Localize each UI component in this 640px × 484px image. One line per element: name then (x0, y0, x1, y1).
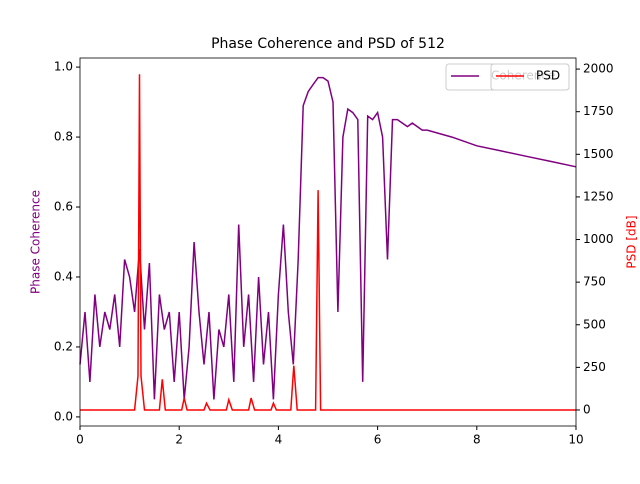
y2-tick-label: 0 (583, 402, 591, 416)
y-axis-label: Phase Coherence (29, 190, 43, 294)
legend-box (490, 63, 570, 91)
y2-tick-label: 750 (583, 275, 606, 289)
x-tick-label: 6 (374, 433, 382, 447)
axes-frame (79, 57, 577, 427)
y-tick-label: 0.6 (54, 200, 73, 214)
y2-tick-label: 1500 (583, 147, 614, 161)
y-tick-label: 0.8 (54, 130, 73, 144)
y2-axis-label: PSD [dB] (625, 215, 639, 268)
x-tick-label: 0 (76, 433, 84, 447)
line (79, 76, 577, 400)
y2-tick-label: 1750 (583, 104, 614, 118)
x-tick-label: 2 (175, 433, 183, 447)
y2-tick-label: 2000 (583, 62, 614, 76)
y2-tick-label: 500 (583, 317, 606, 331)
legend-label: PSD (536, 69, 560, 83)
x-tick-label: 10 (568, 433, 583, 447)
y-tick-label: 0.2 (54, 339, 73, 353)
y2-tick-label: 1000 (583, 232, 614, 246)
y-tick-label: 1.0 (54, 60, 73, 74)
y-tick-label: 0.4 (54, 269, 73, 283)
x-tick-label: 8 (473, 433, 481, 447)
y-tick-label: 0.0 (54, 409, 73, 423)
chart-title: Phase Coherence and PSD of 512 (211, 36, 445, 52)
line (80, 74, 576, 411)
x-tick-label: 4 (275, 433, 283, 447)
y2-tick-label: 1250 (583, 189, 614, 203)
y2-tick-label: 250 (583, 360, 606, 374)
